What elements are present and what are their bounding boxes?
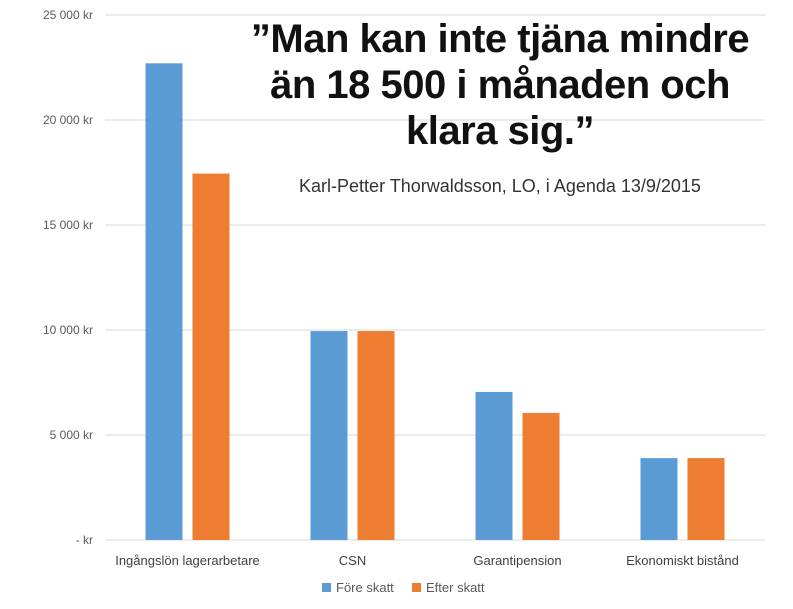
quote-title: ”Man kan inte tjäna mindre än 18 500 i m… — [250, 17, 750, 153]
y-tick-label: 15 000 kr — [43, 218, 93, 232]
bar — [310, 331, 348, 540]
x-category-label: Garantipension — [473, 553, 561, 568]
legend-label: Före skatt — [336, 580, 394, 595]
x-category-label: Ingångslön lagerarbetare — [115, 553, 260, 568]
bar — [522, 412, 560, 540]
bar — [475, 391, 513, 540]
legend-label: Efter skatt — [426, 580, 485, 595]
y-tick-label: 10 000 kr — [43, 323, 93, 337]
bar — [640, 458, 678, 540]
y-tick-label: - kr — [76, 533, 93, 547]
y-tick-label: 20 000 kr — [43, 113, 93, 127]
legend-swatch — [322, 583, 331, 592]
x-category-label: Ekonomiskt bistånd — [626, 553, 739, 568]
quote-attribution: Karl-Petter Thorwaldsson, LO, i Agenda 1… — [299, 176, 701, 196]
y-tick-label: 25 000 kr — [43, 8, 93, 22]
bar — [145, 63, 183, 541]
bar — [192, 173, 230, 541]
bar — [357, 331, 395, 540]
y-tick-label: 5 000 kr — [50, 428, 93, 442]
bar — [687, 458, 725, 540]
x-category-label: CSN — [339, 553, 366, 568]
legend-swatch — [412, 583, 421, 592]
